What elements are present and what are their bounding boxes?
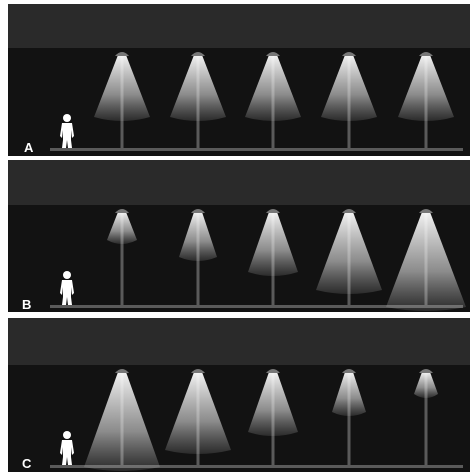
panel-label: C bbox=[22, 456, 32, 471]
panel-band bbox=[8, 4, 470, 48]
ground bbox=[50, 148, 463, 151]
panel-scene bbox=[8, 48, 470, 156]
panel-label: A bbox=[24, 140, 34, 155]
illustration: A B C bbox=[0, 0, 476, 476]
panels bbox=[8, 4, 470, 472]
panel-band bbox=[8, 160, 470, 205]
panel-band bbox=[8, 318, 470, 365]
page: {"panels": [{"label": "A"}, {"label": "B… bbox=[0, 0, 476, 476]
panel-label: B bbox=[22, 297, 31, 312]
panel-scene bbox=[8, 365, 470, 472]
